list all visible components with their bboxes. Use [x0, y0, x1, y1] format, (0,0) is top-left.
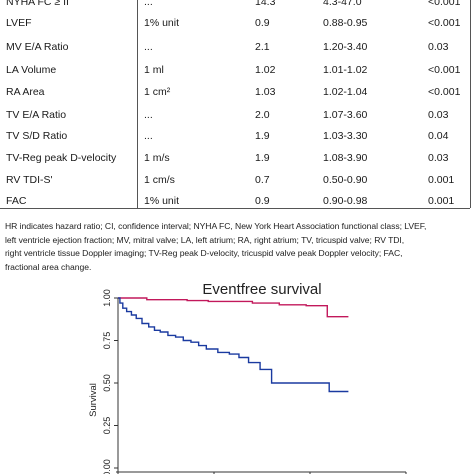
table-right-border: [470, 0, 471, 208]
row-variable: TV S/D Ratio: [6, 130, 68, 142]
row-p: 0.03: [428, 41, 449, 53]
row-unit: 1 cm/s: [144, 174, 175, 186]
chart-title: Eventfree survival: [202, 281, 321, 298]
row-unit: ...: [144, 130, 153, 142]
row-p: 0.001: [428, 174, 455, 186]
series-line-upper: [118, 297, 349, 318]
y-tick-label: 0.50: [102, 374, 112, 392]
row-variable: RV TDI-S': [6, 174, 53, 186]
series-line-lower: [118, 297, 349, 393]
row-unit: 1 ml: [144, 64, 164, 76]
row-hr: 1.02: [255, 64, 276, 76]
row-ci: 0.90-0.98: [323, 195, 368, 207]
chart-axes: [116, 298, 406, 473]
row-ci: 0.50-0.90: [323, 174, 368, 186]
row-unit: 1% unit: [144, 17, 180, 29]
row-ci: 1.08-3.90: [323, 152, 368, 164]
row-p: 0.03: [428, 152, 449, 164]
row-p: <0.001: [428, 0, 461, 8]
row-p: <0.001: [428, 86, 461, 98]
row-hr: 1.9: [255, 130, 270, 142]
table-footnote: HR indicates hazard ratio; CI, confidenc…: [5, 220, 471, 274]
row-hr: 1.03: [255, 86, 276, 98]
table-column-divider: [137, 0, 138, 208]
row-unit: 1% unit: [144, 195, 180, 207]
y-tick-label: 0.75: [102, 332, 112, 350]
row-ci: 1.03-3.30: [323, 130, 368, 142]
row-variable: TV E/A Ratio: [6, 109, 67, 121]
row-hr: 2.1: [255, 41, 270, 53]
row-p: <0.001: [428, 64, 461, 76]
row-variable: RA Area: [6, 86, 45, 98]
row-hr: 14.3: [255, 0, 276, 8]
row-p: 0.04: [428, 130, 449, 142]
row-ci: 1.20-3.40: [323, 41, 368, 53]
row-hr: 1.9: [255, 152, 270, 164]
row-p: 0.03: [428, 109, 449, 121]
chart-series: [118, 297, 349, 393]
row-variable: NYHA FC ≥ II: [6, 0, 69, 8]
table-bottom-border: [0, 208, 470, 209]
chart-ticks: 0.000.250.500.751.00051015: [102, 289, 407, 474]
footnote-line: fractional area change.: [5, 261, 92, 272]
row-hr: 0.9: [255, 195, 270, 207]
row-hr: 0.9: [255, 17, 270, 29]
row-ci: 0.88-0.95: [323, 17, 368, 29]
row-unit: ...: [144, 109, 153, 121]
footnote-line: left ventricle ejection fraction; MV, mi…: [5, 234, 405, 245]
row-p: 0.001: [428, 195, 455, 207]
row-ci: 1.07-3.60: [323, 109, 368, 121]
row-variable: LVEF: [6, 17, 32, 29]
row-variable: FAC: [6, 195, 27, 207]
y-tick-label: 0.25: [102, 417, 112, 435]
row-unit: 1 m/s: [144, 152, 170, 164]
row-variable: LA Volume: [6, 64, 57, 76]
hazard-ratio-table: NYHA FC ≥ II ... 14.3 4.3-47.0 <0.001 LV…: [0, 0, 474, 216]
row-unit: ...: [144, 41, 153, 53]
footnote-line: HR indicates hazard ratio; CI, confidenc…: [5, 221, 427, 231]
row-variable: TV-Reg peak D-velocity: [6, 152, 117, 164]
y-tick-label: 1.00: [102, 289, 112, 307]
row-ci: 4.3-47.0: [323, 0, 362, 8]
row-variable: MV E/A Ratio: [6, 41, 69, 53]
row-ci: 1.01-1.02: [323, 64, 368, 76]
row-p: <0.001: [428, 17, 461, 29]
survival-chart: Eventfree survival Survival 0.00 0.25 0.50…: [88, 281, 407, 474]
row-ci: 1.02-1.04: [323, 86, 368, 98]
row-unit: ...: [144, 0, 153, 8]
footnote-line: right ventricle tissue Doppler imaging; …: [5, 248, 403, 258]
row-hr: 2.0: [255, 109, 270, 121]
y-tick-label: 0.00: [102, 459, 112, 474]
row-hr: 0.7: [255, 174, 270, 186]
y-axis-label: Survival: [88, 383, 99, 417]
row-unit: 1 cm²: [144, 86, 171, 98]
